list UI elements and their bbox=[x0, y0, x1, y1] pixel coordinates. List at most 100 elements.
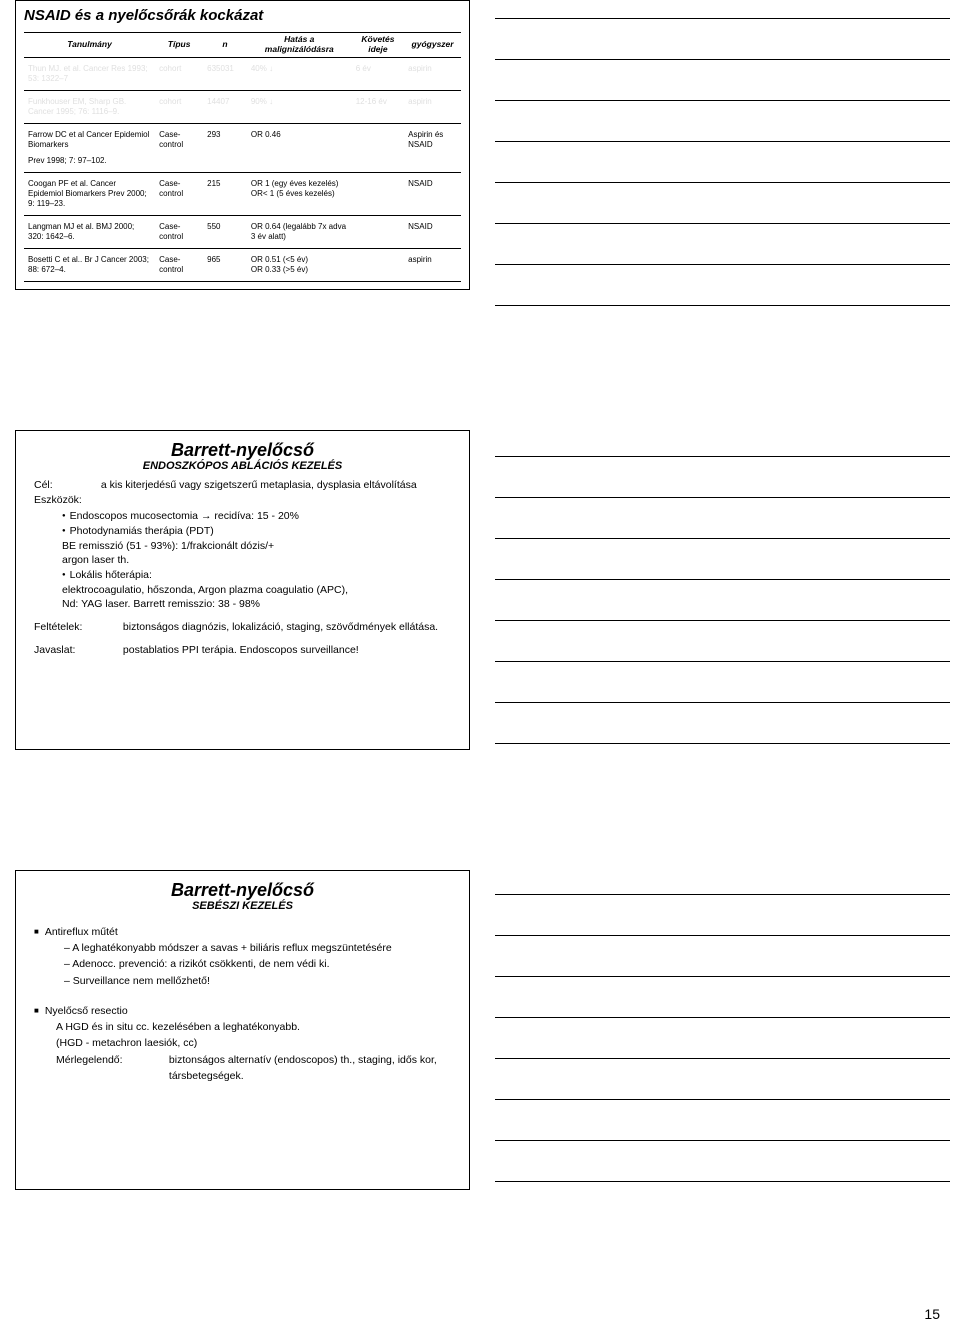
table-cell: Case-control bbox=[155, 123, 203, 156]
slide2-big-title: Barrett-nyelőcső bbox=[34, 441, 451, 460]
ruled-line bbox=[495, 620, 950, 621]
slide2-sub-title: ENDOSZKÓPOS ABLÁCIÓS KEZELÉS bbox=[34, 460, 451, 472]
table-cell: OR 0.64 (legalább 7x adva 3 év alatt) bbox=[247, 215, 352, 248]
th-followup: Követés ideje bbox=[352, 33, 404, 58]
ruled-line bbox=[495, 223, 950, 224]
table-cell: Bosetti C et al.. Br J Cancer 2003; 88: … bbox=[24, 248, 155, 281]
slide3-sub-title: SEBÉSZI KEZELÉS bbox=[34, 900, 451, 912]
ruled-group bbox=[495, 456, 950, 744]
cel-label: Cél: bbox=[34, 478, 98, 493]
table-cell: OR 1 (egy éves kezelés)OR< 1 (5 éves kez… bbox=[247, 172, 352, 215]
slide-nsaid-table: NSAID és a nyelőcsőrák kockázat Tanulmán… bbox=[15, 0, 470, 290]
ruled-group bbox=[495, 894, 950, 1182]
table-cell: 293 bbox=[203, 123, 247, 156]
th-study: Tanulmány bbox=[24, 33, 155, 58]
table-cell: OR 0.51 (<5 év)OR 0.33 (>5 év) bbox=[247, 248, 352, 281]
ruled-line bbox=[495, 894, 950, 895]
th-drug: gyógyszer bbox=[404, 33, 461, 58]
table-cell: aspirin bbox=[404, 248, 461, 281]
sec2-line2: (HGD - metachron laesiók, cc) bbox=[56, 1035, 451, 1051]
table-cell: aspirin bbox=[404, 90, 461, 123]
ruled-line bbox=[495, 1140, 950, 1141]
table-row: Farrow DC et al Cancer Epidemiol Biomark… bbox=[24, 123, 461, 156]
table-row: Bosetti C et al.. Br J Cancer 2003; 88: … bbox=[24, 248, 461, 281]
square-bullet-icon: ■ bbox=[34, 927, 45, 936]
list-item: Endoscopos mucosectomia → recidíva: 15 -… bbox=[62, 509, 451, 524]
table-cell: 90% ↓ bbox=[247, 90, 352, 123]
table-cell: Prev 1998; 7: 97–102. bbox=[24, 156, 461, 173]
sec1-items: A leghatékonyabb módszer a savas + biliá… bbox=[34, 940, 451, 989]
table-cell: 965 bbox=[203, 248, 247, 281]
table-row: Funkhouser EM, Sharp GB. Cancer 1995; 76… bbox=[24, 90, 461, 123]
ruled-line bbox=[495, 935, 950, 936]
list-item: Adenocc. prevenció: a rizikót csökkenti,… bbox=[64, 956, 451, 972]
ruled-line bbox=[495, 976, 950, 977]
slide1-title: NSAID és a nyelőcsőrák kockázat bbox=[16, 1, 469, 32]
table-body: Thun MJ. et al. Cancer Res 1993; 53: 132… bbox=[24, 57, 461, 281]
table-cell: Farrow DC et al Cancer Epidemiol Biomark… bbox=[24, 123, 155, 156]
cel-text: a kis kiterjedésű vagy szigetszerű metap… bbox=[101, 478, 441, 493]
ruled-line bbox=[495, 141, 950, 142]
feltetelek-label: Feltételek: bbox=[34, 620, 120, 635]
slide2-bullets: Endoscopos mucosectomia → recidíva: 15 -… bbox=[34, 509, 451, 612]
nsaid-table: Tanulmány Típus n Hatás a malignizálódás… bbox=[24, 32, 461, 282]
table-cell: 40% ↓ bbox=[247, 57, 352, 90]
slide3-big-title: Barrett-nyelőcső bbox=[34, 881, 451, 900]
table-row: Thun MJ. et al. Cancer Res 1993; 53: 132… bbox=[24, 57, 461, 90]
ruled-group bbox=[495, 18, 950, 306]
ruled-line bbox=[495, 1181, 950, 1182]
ruled-line bbox=[495, 1058, 950, 1059]
slide-endoscopic: Barrett-nyelőcső ENDOSZKÓPOS ABLÁCIÓS KE… bbox=[15, 430, 470, 750]
ruled-line bbox=[495, 264, 950, 265]
ruled-line bbox=[495, 1017, 950, 1018]
th-type: Típus bbox=[155, 33, 203, 58]
slide3-body: ■Antireflux műtét A leghatékonyabb módsz… bbox=[34, 924, 451, 1084]
ruled-line bbox=[495, 538, 950, 539]
ruled-line bbox=[495, 1099, 950, 1100]
table-cell: Aspirin és NSAID bbox=[404, 123, 461, 156]
table-cell: Case-control bbox=[155, 172, 203, 215]
table-header-row: Tanulmány Típus n Hatás a malignizálódás… bbox=[24, 33, 461, 58]
page-number: 15 bbox=[924, 1306, 940, 1322]
ruled-line bbox=[495, 59, 950, 60]
table-cell: NSAID bbox=[404, 215, 461, 248]
ruled-line bbox=[495, 18, 950, 19]
th-effect: Hatás a malignizálódásra bbox=[247, 33, 352, 58]
ruled-line bbox=[495, 305, 950, 306]
table-cell: 550 bbox=[203, 215, 247, 248]
javaslat-text: postablatios PPI terápia. Endoscopos sur… bbox=[123, 643, 443, 658]
slide-surgical: Barrett-nyelőcső SEBÉSZI KEZELÉS ■Antire… bbox=[15, 870, 470, 1190]
table-cell: 635031 bbox=[203, 57, 247, 90]
table-cell: Case-control bbox=[155, 248, 203, 281]
sec2-kv-val: biztonságos alternatív (endoscopos) th.,… bbox=[169, 1052, 439, 1085]
ruled-line bbox=[495, 182, 950, 183]
list-item: A leghatékonyabb módszer a savas + biliá… bbox=[64, 940, 451, 956]
ruled-line bbox=[495, 702, 950, 703]
table-cell: aspirin bbox=[404, 57, 461, 90]
table-cell bbox=[352, 215, 404, 248]
table-cell: Langman MJ et al. BMJ 2000; 320: 1642–6. bbox=[24, 215, 155, 248]
table-cell bbox=[352, 123, 404, 156]
square-bullet-icon: ■ bbox=[34, 1006, 45, 1015]
table-cell bbox=[352, 248, 404, 281]
sec2-title: Nyelőcső resectio bbox=[45, 1005, 128, 1017]
sec2-kv-key: Mérlegelendő: bbox=[56, 1052, 166, 1068]
feltetelek-text: biztonságos diagnózis, lokalizáció, stag… bbox=[123, 620, 443, 635]
table-cell: 14407 bbox=[203, 90, 247, 123]
sec2-line1: A HGD és in situ cc. kezelésében a legha… bbox=[56, 1019, 451, 1035]
javaslat-label: Javaslat: bbox=[34, 643, 120, 658]
table-cell: cohort bbox=[155, 90, 203, 123]
ruled-line bbox=[495, 661, 950, 662]
table-row: Langman MJ et al. BMJ 2000; 320: 1642–6.… bbox=[24, 215, 461, 248]
slide2-body: Cél: a kis kiterjedésű vagy szigetszerű … bbox=[34, 478, 451, 658]
ruled-line bbox=[495, 743, 950, 744]
list-item: Lokális hőterápia:elektrocoagulatio, hős… bbox=[62, 568, 451, 612]
table-cell: Thun MJ. et al. Cancer Res 1993; 53: 132… bbox=[24, 57, 155, 90]
table-cell: cohort bbox=[155, 57, 203, 90]
table-cell: Case-control bbox=[155, 215, 203, 248]
table-cell: NSAID bbox=[404, 172, 461, 215]
th-n: n bbox=[203, 33, 247, 58]
table-cell: OR 0.46 bbox=[247, 123, 352, 156]
table-row: Coogan PF et al. Cancer Epidemiol Biomar… bbox=[24, 172, 461, 215]
table-cell: 6 év bbox=[352, 57, 404, 90]
